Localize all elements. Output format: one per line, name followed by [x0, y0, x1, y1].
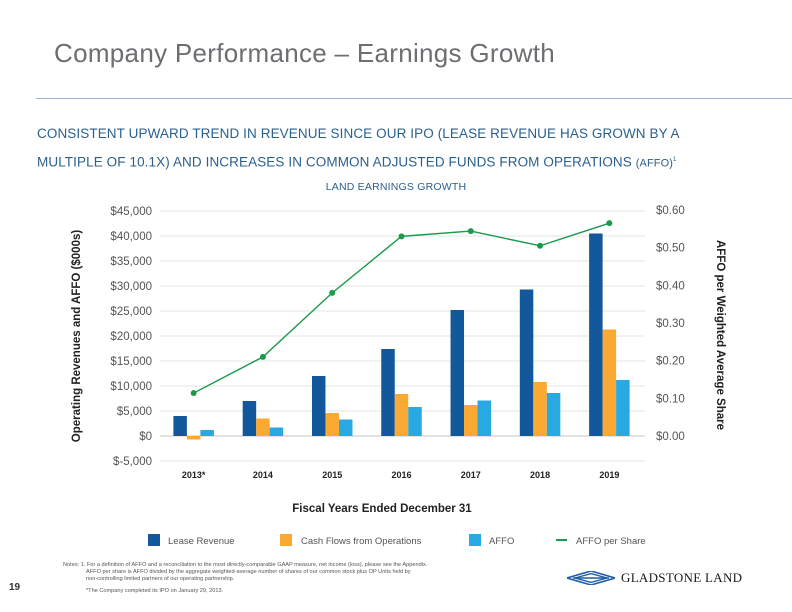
affo-per-share-line: [190, 220, 613, 397]
legend-swatch-lease-revenue: [148, 534, 160, 546]
footnote-1: Notes: 1. For a definition of AFFO and a…: [63, 562, 428, 568]
gladstone-diamond-icon: [567, 571, 615, 585]
bar-affo: [477, 400, 492, 436]
y2-tick-label: $0.10: [656, 393, 685, 405]
y-tick-label: $40,000: [110, 231, 152, 243]
x-tick-label: 2018: [530, 470, 550, 480]
headline: CONSISTENT UPWARD TREND IN REVENUE SINCE…: [37, 120, 767, 178]
y2-tick-label: $0.30: [656, 318, 685, 330]
x-tick-label: 2013*: [182, 470, 206, 480]
footnote-1-cont-b: non-controlling limited partners of our …: [86, 576, 235, 583]
chart-title: LAND EARNINGS GROWTH: [325, 181, 467, 193]
y-tick-label: $45,000: [110, 206, 152, 218]
right-axis-ticks: $0.60 $0.50 $0.40 $0.30 $0.20 $0.10 $0.00: [656, 205, 685, 443]
x-tick-label: 2015: [322, 470, 342, 480]
x-tick-label: 2014: [253, 470, 273, 480]
y2-tick-label: $0.20: [656, 356, 685, 368]
bar-affo: [269, 427, 284, 436]
bar-lease-revenue: [381, 349, 395, 436]
affo-per-share-point: [329, 289, 336, 296]
y2-tick-label: $0.40: [656, 280, 685, 292]
affo-per-share-point: [467, 228, 474, 235]
footnote-marker: 1: [673, 157, 677, 163]
headline-line-1: CONSISTENT UPWARD TREND IN REVENUE SINCE…: [37, 126, 680, 141]
footnotes: Notes: 1. For a definition of AFFO and a…: [63, 562, 463, 595]
y-tick-label: $10,000: [110, 381, 152, 393]
x-tick-label: 2019: [599, 470, 619, 480]
bar-affo: [616, 380, 630, 436]
legend-label-affo-per-share: AFFO per Share: [576, 536, 646, 547]
legend-label-affo: AFFO: [489, 536, 514, 547]
company-logo: GLADSTONE LAND: [567, 570, 742, 586]
y2-axis-label: AFFO per Weighted Average Share: [714, 240, 726, 430]
headline-affo-abbrev: (AFFO): [635, 157, 674, 170]
page-number: 19: [9, 582, 21, 593]
x-tick-label: 2016: [391, 470, 411, 480]
bar-lease-revenue: [589, 233, 603, 436]
legend-swatch-affo-per-share: [556, 539, 567, 541]
y-tick-label: $30,000: [110, 281, 152, 293]
legend-swatch-affo: [469, 534, 481, 546]
y-tick-label: $5,000: [117, 406, 152, 418]
bar-lease-revenue: [242, 401, 257, 436]
title-divider: [36, 98, 792, 99]
affo-per-share-point: [259, 353, 266, 360]
bar-affo: [546, 393, 561, 436]
bar-cash-flows-from-operations: [325, 413, 339, 436]
y-tick-label: $35,000: [110, 256, 152, 268]
gridlines: [160, 210, 645, 462]
legend-label-lease-revenue: Lease Revenue: [168, 536, 235, 547]
affo-per-share-point: [190, 390, 197, 397]
y-tick-label: $15,000: [110, 356, 152, 368]
y-tick-label: $20,000: [110, 331, 152, 343]
affo-per-share-point: [537, 242, 544, 249]
affo-per-share-point: [606, 220, 613, 227]
bar-lease-revenue: [311, 376, 326, 436]
bar-lease-revenue: [173, 416, 187, 436]
y2-tick-label: $0.60: [656, 205, 685, 217]
bar-cash-flows-from-operations: [394, 394, 409, 436]
headline-line-2: MULTIPLE OF 10.1X) AND INCREASES IN COMM…: [37, 147, 767, 178]
affo-per-share-point: [398, 233, 405, 240]
y2-tick-label: $0.50: [656, 243, 685, 255]
legend: Lease Revenue Cash Flows from Operations…: [148, 534, 646, 547]
bar-affo: [200, 430, 214, 436]
y-tick-label: $25,000: [110, 306, 152, 318]
page-title: Company Performance – Earnings Growth: [54, 38, 555, 68]
headline-line-2-text: MULTIPLE OF 10.1X) AND INCREASES IN COMM…: [37, 154, 632, 170]
bar-cash-flows-from-operations: [464, 405, 478, 436]
ipo-footnote: *The Company completed its IPO on Januar…: [86, 587, 224, 594]
bar-affo: [408, 407, 422, 436]
bar-lease-revenue: [450, 310, 465, 436]
x-axis-label: Fiscal Years Ended December 31: [292, 503, 472, 515]
left-axis-ticks: $45,000 $40,000 $35,000 $30,000 $25,000 $20,0…: [110, 206, 152, 468]
y-axis-label: Operating Revenues and AFFO ($000s): [71, 230, 83, 443]
x-axis-ticks: 2013* 2014 2015 2016 2017 2018 2019: [182, 470, 619, 480]
x-tick-label: 2017: [461, 470, 481, 480]
y-tick-label: $0: [139, 431, 152, 443]
footnote-1-cont-a: AFFO per share is AFFO divided by the ag…: [86, 569, 411, 576]
y2-tick-label: $0.00: [656, 431, 685, 443]
affo-per-share-polyline: [193, 222, 610, 394]
bars: [173, 233, 630, 440]
bar-cash-flows-from-operations: [186, 436, 201, 440]
y-tick-label: $-5,000: [113, 456, 152, 468]
bar-cash-flows-from-operations: [256, 418, 270, 436]
legend-label-cash-flows: Cash Flows from Operations: [301, 536, 422, 547]
logo-text: GLADSTONE LAND: [621, 570, 743, 585]
legend-swatch-cash-flows: [280, 534, 292, 546]
bar-cash-flows-from-operations: [533, 382, 547, 436]
bar-lease-revenue: [519, 289, 534, 436]
bar-cash-flows-from-operations: [602, 329, 617, 436]
bar-affo: [338, 419, 353, 436]
